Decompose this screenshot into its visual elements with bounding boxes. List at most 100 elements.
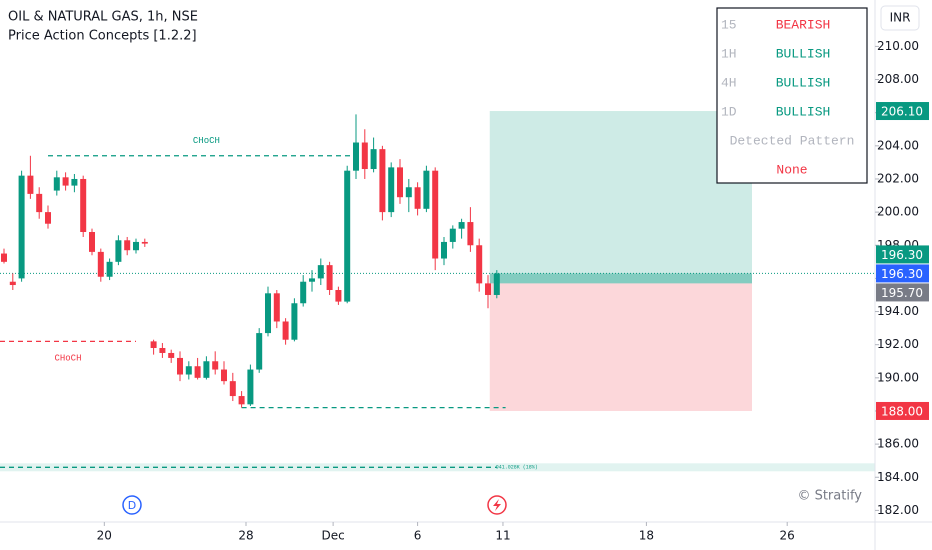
price-label: 196.30 <box>881 248 923 262</box>
candle-body <box>256 333 263 370</box>
price-label: 195.70 <box>881 286 923 300</box>
candle-body <box>18 175 25 279</box>
trend: BULLISH <box>776 46 831 61</box>
event-icon-label[interactable]: D <box>128 499 136 512</box>
volume-band <box>0 463 875 472</box>
candle-body <box>71 178 78 186</box>
candle-body <box>326 265 333 290</box>
candle-body <box>493 273 500 295</box>
candle-body <box>247 369 254 405</box>
candle-body <box>485 283 491 295</box>
candle-body <box>238 396 245 405</box>
price-label: 206.10 <box>881 105 923 119</box>
candle-body <box>89 232 95 252</box>
structure-label: 941.028K (18%) <box>496 465 538 471</box>
candle-body <box>273 293 280 322</box>
y-tick-label: 186.00 <box>877 437 919 451</box>
candle-body <box>168 352 175 358</box>
y-tick-label: 184.00 <box>877 470 919 484</box>
chart-title: OIL & NATURAL GAS, 1h, NSE <box>8 10 198 25</box>
candle-body <box>361 142 368 170</box>
structure-label: CHoCH <box>54 354 81 364</box>
price-label-box <box>876 264 929 283</box>
plot: CHoCH CHoCH 941.028K (18%) <box>0 111 875 472</box>
candle-body <box>300 281 307 304</box>
candle-body <box>133 241 139 251</box>
candle-body <box>159 348 166 353</box>
candle-body <box>80 178 87 232</box>
candle-body <box>317 265 324 279</box>
trend: BEARISH <box>776 17 831 32</box>
pattern: None <box>776 162 807 177</box>
chart-subtitle: Price Action Concepts [1.2.2] <box>8 29 197 44</box>
event-icon[interactable] <box>122 495 142 515</box>
candle-body <box>45 212 51 224</box>
candle-body <box>309 278 315 282</box>
candle-body <box>282 321 289 340</box>
timeframe: 1H <box>721 46 737 61</box>
candle-body <box>353 142 359 171</box>
candle-body <box>203 361 210 378</box>
trend: BULLISH <box>776 75 831 90</box>
x-tick-label: Dec <box>322 529 345 543</box>
price-label-box <box>876 401 929 420</box>
y-tick-label: 190.00 <box>877 370 919 384</box>
candle-body <box>423 170 430 209</box>
currency[interactable]: INR <box>890 11 911 25</box>
loss-zone <box>489 283 752 411</box>
candle-body <box>405 187 412 198</box>
candle-body <box>449 228 456 242</box>
pattern-header: Detected Pattern <box>730 133 855 148</box>
x-tick-label: 11 <box>495 529 510 543</box>
candle-body <box>291 303 298 340</box>
entry-zone <box>489 273 752 284</box>
candle-body <box>177 357 183 375</box>
price-label: 188.00 <box>881 404 923 418</box>
candle-body <box>36 193 43 213</box>
candle-body <box>97 251 104 277</box>
candle-body <box>432 170 439 259</box>
profit-zone <box>489 111 752 274</box>
candle-body <box>221 369 227 382</box>
candle-body <box>27 175 34 194</box>
y-tick-label: 202.00 <box>877 171 919 185</box>
y-tick-label: 194.00 <box>877 304 919 318</box>
price-label-box <box>876 102 929 121</box>
lightning <box>493 499 501 511</box>
trend: BULLISH <box>776 104 831 119</box>
candle-body <box>62 177 69 186</box>
candle-body <box>185 366 192 375</box>
candle-body <box>115 240 122 262</box>
structure-label: CHoCH <box>193 136 220 146</box>
x-tick-label: 6 <box>414 529 422 543</box>
candle-body <box>212 361 219 370</box>
x-tick-label: 28 <box>238 529 253 543</box>
y-tick-label: 210.00 <box>877 39 919 53</box>
timeframe: 15 <box>721 17 737 32</box>
candle-body <box>194 366 201 378</box>
candle-body <box>335 290 342 302</box>
candle-body <box>397 167 403 198</box>
candle-body <box>370 149 377 170</box>
x-tick-label: 18 <box>639 529 654 543</box>
candle-body <box>124 240 131 251</box>
candle-body <box>467 222 474 246</box>
currency-button[interactable] <box>880 5 920 31</box>
candle-body <box>379 149 386 213</box>
x-tick-label: 20 <box>97 529 112 543</box>
candle-body <box>388 167 395 213</box>
timeframe: 1D <box>721 104 737 119</box>
candle-body <box>229 381 236 397</box>
candle-body <box>9 281 16 286</box>
price-label: 196.30 <box>881 267 923 281</box>
candle-body <box>106 261 113 277</box>
candle-body <box>53 177 60 191</box>
candle-body <box>265 293 271 334</box>
candle-body <box>1 253 7 262</box>
candle-body <box>441 241 447 259</box>
y-tick-label: 204.00 <box>877 138 919 152</box>
y-tick-label: 182.00 <box>877 503 919 517</box>
price-label-box <box>876 283 929 302</box>
candle-body <box>141 241 148 244</box>
